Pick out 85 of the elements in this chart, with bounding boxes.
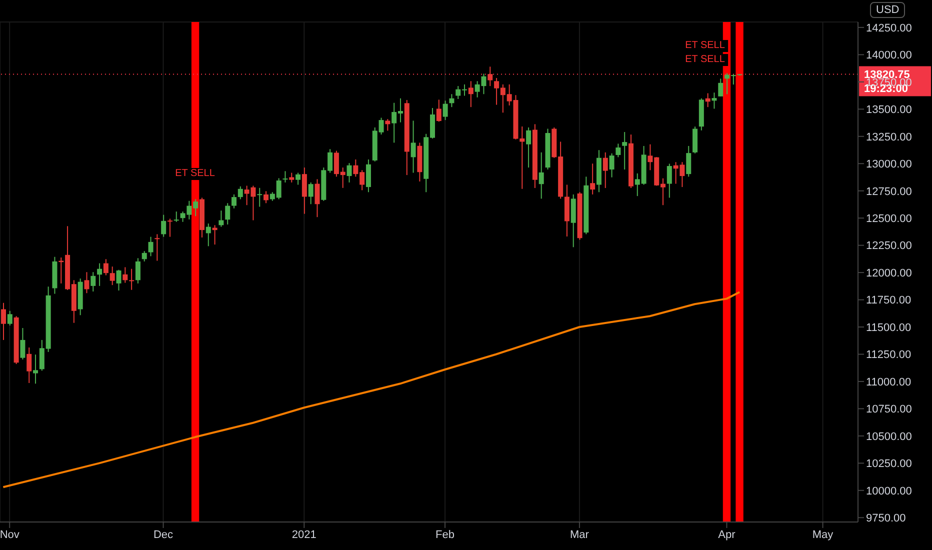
x-tick-label: 2021 <box>292 528 316 541</box>
candlestick <box>33 354 38 384</box>
candlestick <box>122 266 128 284</box>
y-tick-label: 13250.00 <box>866 131 912 144</box>
candlestick <box>142 250 147 262</box>
annotation: ET SELL <box>682 54 728 66</box>
candlestick <box>232 194 237 209</box>
candlestick <box>103 258 108 276</box>
candlestick <box>436 99 442 122</box>
candlestick <box>225 202 230 226</box>
candlestick <box>218 210 224 228</box>
candlestick <box>616 143 621 158</box>
candlestick <box>442 100 448 121</box>
y-tick-label: 12250.00 <box>866 240 912 252</box>
candlestick <box>609 152 614 178</box>
candlestick <box>692 126 698 154</box>
candlestick <box>712 92 717 110</box>
candlestick <box>167 218 172 238</box>
candlestick <box>468 80 474 108</box>
y-tick-label: 11250.00 <box>866 349 912 362</box>
candlestick <box>385 118 390 132</box>
candlestick <box>410 120 416 174</box>
x-tick-label: May <box>812 528 834 541</box>
y-tick-label: 13000.00 <box>866 158 912 171</box>
candlestick <box>110 266 115 286</box>
x-tick-label: Apr <box>718 528 736 541</box>
candlestick <box>238 186 243 200</box>
y-tick-label: 14250.00 <box>866 22 912 34</box>
y-tick-label: 12500.00 <box>866 212 912 225</box>
candlestick <box>154 234 160 262</box>
y-tick-label: 9750.00 <box>866 512 906 525</box>
candlestick <box>308 182 314 205</box>
line-series <box>2 291 741 488</box>
candlestick <box>705 92 710 108</box>
candlestick <box>161 214 166 238</box>
y-tick-label: 11000.00 <box>866 376 912 388</box>
x-tick-label: Nov <box>0 528 20 541</box>
candlestick <box>1 302 6 340</box>
y-tick-label: 11750.00 <box>866 294 912 307</box>
candlestick <box>346 162 352 183</box>
candlestick <box>622 132 628 170</box>
candlestick <box>264 190 269 204</box>
candlestick <box>90 272 96 292</box>
x-tick-label: Feb <box>436 528 454 541</box>
candlestick <box>686 145 692 178</box>
candlestick <box>20 327 26 360</box>
y-tick-label: 10500.00 <box>866 430 912 443</box>
candlestick <box>366 158 371 193</box>
candlestick <box>26 346 32 384</box>
y-axis-title: USD <box>870 2 906 18</box>
y-tick-label: 14000.00 <box>866 50 912 62</box>
x-tick-label: Dec <box>153 528 174 541</box>
candlestick <box>538 152 544 200</box>
candlestick <box>296 172 301 186</box>
candlestick <box>129 268 134 290</box>
y-tick-label: 12750.00 <box>866 186 912 198</box>
candlestick <box>526 126 532 168</box>
candlestick <box>289 172 294 183</box>
y-tick-label: 10250.00 <box>866 458 912 470</box>
candlestick <box>602 152 608 189</box>
candlestick <box>314 178 320 218</box>
candlestick <box>449 94 454 108</box>
candlestick <box>257 187 262 208</box>
candlestick <box>116 269 122 292</box>
candlestick <box>302 167 307 214</box>
candlestick <box>84 272 90 294</box>
x-tick-label: Mar <box>570 528 590 541</box>
y-tick-label: 10750.00 <box>866 404 912 416</box>
candlestick <box>718 78 724 97</box>
annotation: ET SELL <box>682 40 728 52</box>
y-tick-label: 12000.00 <box>866 267 912 280</box>
candlestick <box>666 163 672 198</box>
annotation: ET SELL <box>172 168 218 180</box>
candlestick <box>590 163 596 195</box>
candlestick <box>174 211 179 222</box>
candlestick <box>135 258 140 284</box>
candlestick <box>97 262 102 286</box>
candlestick <box>7 310 12 326</box>
candlestick <box>488 66 493 87</box>
candlestick <box>148 236 154 257</box>
y-tick-label: 10000.00 <box>866 485 912 498</box>
candlestick <box>282 170 288 183</box>
candlestick <box>206 223 211 247</box>
y-tick-label: 13500.00 <box>866 104 912 116</box>
y-tick-label: 11500.00 <box>866 322 912 334</box>
